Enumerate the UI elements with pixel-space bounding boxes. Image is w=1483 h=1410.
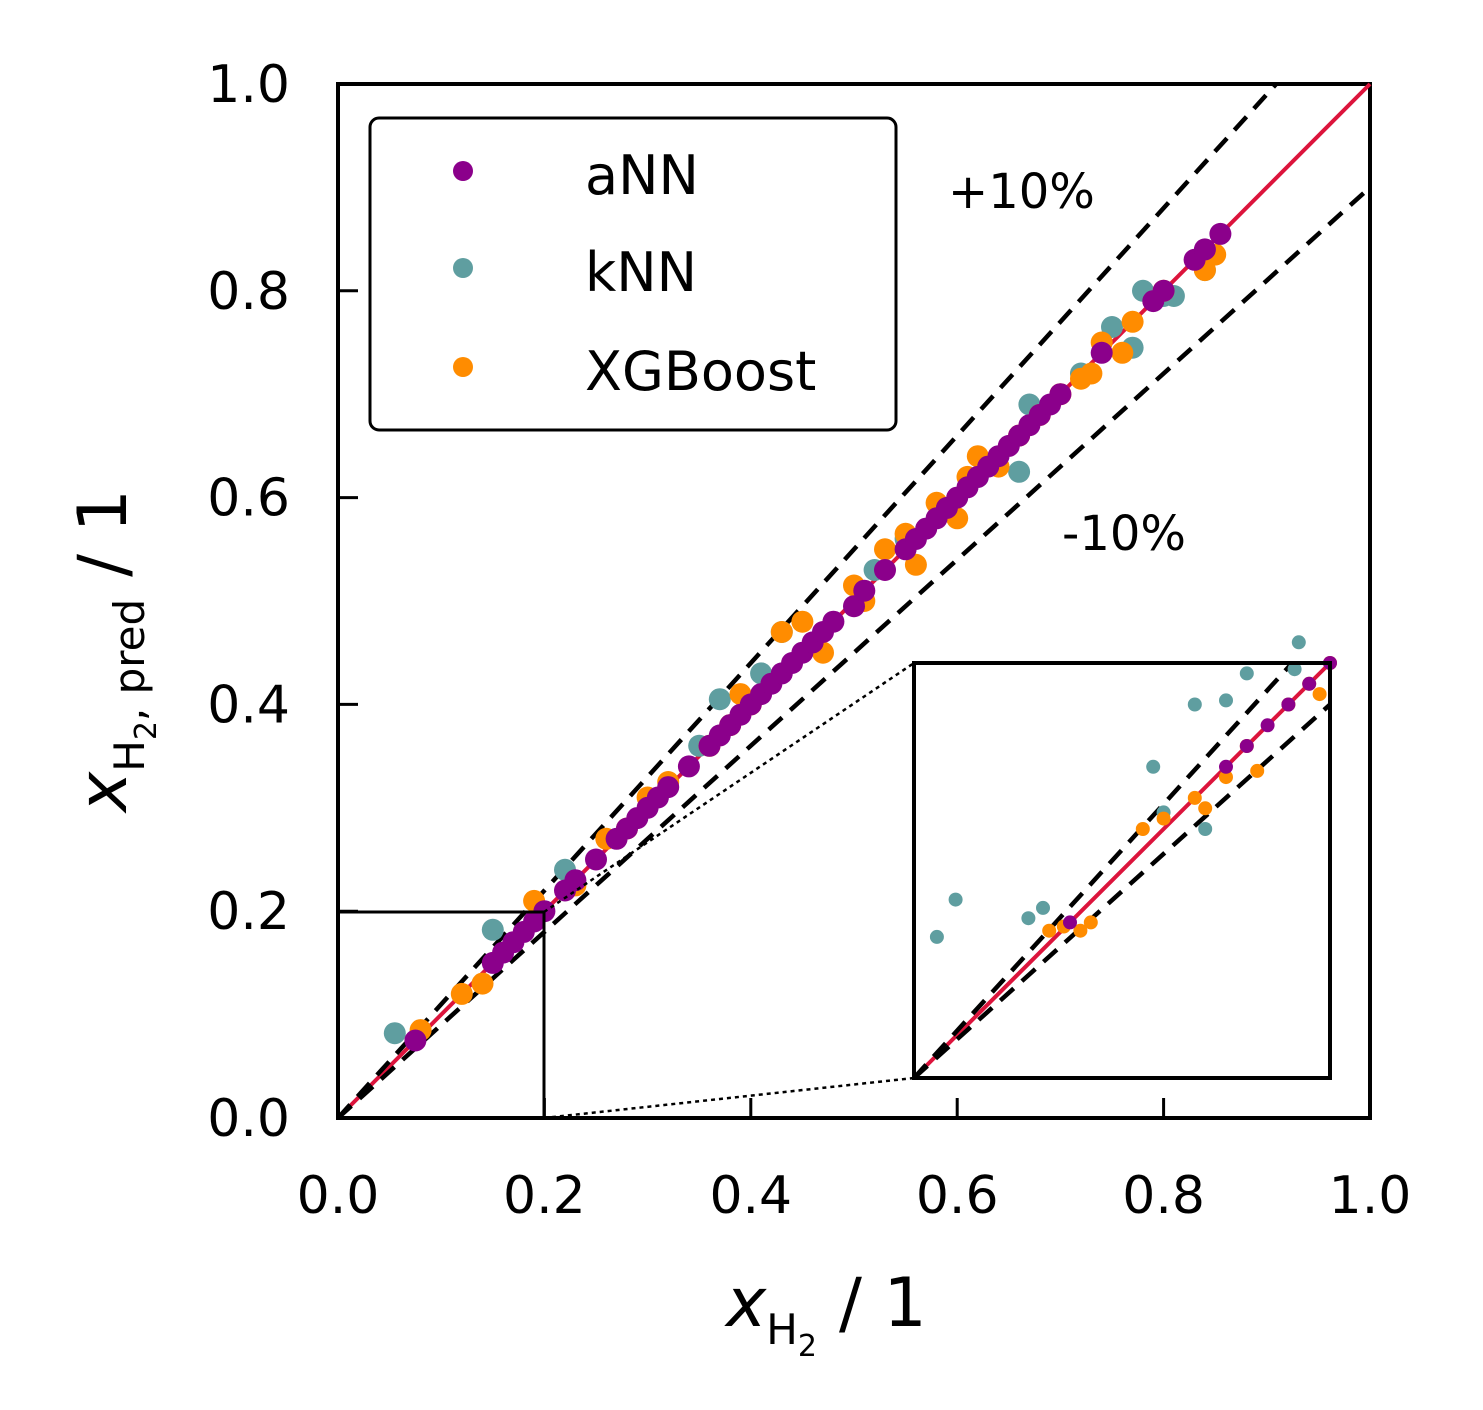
- x-tick-label: 0.8: [1122, 1166, 1205, 1226]
- inset-point-knn: [1219, 693, 1233, 708]
- point-xgboost: [450, 982, 473, 1005]
- inset-point-knn: [1287, 662, 1302, 677]
- x-tick-label: 0.0: [297, 1166, 380, 1226]
- legend-marker-xgboost: [453, 357, 473, 377]
- zoom-connector-top: [543, 661, 915, 914]
- plot-area: [336, 82, 1372, 1120]
- point-xgboost: [770, 621, 793, 643]
- legend-box: [368, 116, 898, 432]
- inset-point-xgboost: [1042, 923, 1057, 938]
- inset-point-knn: [1036, 900, 1050, 915]
- point-knn: [1101, 316, 1123, 338]
- legend-marker-ann: [453, 161, 473, 181]
- inset-point-knn: [929, 929, 944, 944]
- data-points: [383, 222, 1232, 1052]
- inset-point-ann: [1219, 759, 1233, 774]
- point-ann: [822, 610, 845, 633]
- x-tick-label: 0.4: [709, 1166, 792, 1226]
- point-xgboost: [791, 610, 814, 633]
- x-tick-label: 1.0: [1329, 1166, 1412, 1226]
- annotation-minus-10: -10%: [1062, 506, 1186, 562]
- inset-point-xgboost: [1198, 801, 1213, 816]
- inset-point-ann: [1281, 697, 1296, 712]
- point-ann: [1209, 222, 1232, 245]
- inset-point-ann: [1302, 676, 1317, 691]
- legend-label-ann: aNN: [585, 144, 699, 207]
- legend-marker-knn: [453, 258, 473, 278]
- inset-point-ann: [1063, 915, 1077, 930]
- point-ann: [404, 1029, 427, 1052]
- point-knn: [383, 1022, 406, 1045]
- y-tick-label: 0.6: [207, 469, 290, 529]
- inset-point-knn: [948, 892, 963, 907]
- y-tick-label: 0.8: [207, 262, 290, 322]
- y-tick-label: 0.0: [207, 1089, 290, 1149]
- zoom-region-box: [336, 910, 546, 1120]
- inset-point-xgboost: [1312, 687, 1327, 702]
- inset-point-ann: [1260, 718, 1275, 733]
- inset-point-ann: [1239, 739, 1254, 753]
- axis-ticks: 0.0 0.2 0.4 0.6 0.8 1.0 0.0 0.2 0.4 0.6 0.8 1.0: [207, 55, 1411, 1226]
- inset-point-xgboost: [1187, 790, 1202, 805]
- inset-point-xgboost: [1250, 763, 1265, 778]
- y-tick-label: 0.4: [207, 675, 290, 735]
- inset-frame: [912, 661, 1332, 1080]
- point-knn: [708, 688, 731, 711]
- point-xgboost: [1111, 341, 1134, 364]
- series-ann: [404, 222, 1232, 1052]
- inset-plus-10-line: [912, 661, 1294, 1080]
- point-xgboost: [471, 972, 494, 995]
- point-knn: [1008, 460, 1031, 483]
- point-ann: [1193, 238, 1216, 261]
- y-axis-label: xH2, pred/ 1: [64, 489, 164, 814]
- inset-point-xgboost: [1073, 923, 1088, 938]
- inset-point-knn: [1146, 759, 1161, 774]
- inset-point-xgboost: [1083, 915, 1098, 930]
- inset-point-xgboost: [1135, 822, 1150, 836]
- inset-point-knn: [1187, 697, 1202, 712]
- legend-label-knn: kNN: [585, 241, 697, 304]
- y-tick-label: 0.2: [207, 882, 290, 942]
- x-axis-label: xH2/ 1: [724, 1264, 927, 1364]
- point-xgboost: [1080, 362, 1103, 385]
- legend: aNN kNN XGBoost: [368, 116, 898, 432]
- plus-10-line: [336, 82, 1278, 1120]
- point-ann: [1090, 341, 1113, 364]
- point-xgboost: [1121, 310, 1144, 333]
- point-ann: [657, 776, 680, 799]
- point-ann: [843, 595, 865, 618]
- point-ann: [874, 559, 896, 581]
- point-xgboost: [904, 553, 927, 576]
- inset-point-knn: [1239, 666, 1254, 681]
- inset-point-knn: [1021, 911, 1036, 926]
- inset-content: [912, 635, 1337, 1080]
- point-ann: [853, 579, 876, 602]
- inset-series-ann: [1063, 656, 1337, 930]
- point-knn: [481, 918, 504, 941]
- point-ann: [585, 848, 607, 871]
- point-ann: [677, 755, 700, 778]
- point-xgboost: [874, 538, 896, 561]
- zoom-connector-bottom: [543, 1076, 915, 1120]
- point-ann: [1049, 383, 1072, 406]
- point-ann: [1152, 279, 1175, 302]
- x-tick-label: 0.6: [916, 1166, 999, 1226]
- inset-series-knn: [929, 635, 1306, 944]
- inset-point-knn: [1291, 635, 1306, 650]
- legend-label-xgboost: XGBoost: [585, 340, 816, 403]
- point-ann: [564, 869, 587, 892]
- x-tick-label: 0.2: [503, 1166, 586, 1226]
- y-tick-label: 1.0: [207, 55, 290, 115]
- inset-point-knn: [1198, 822, 1213, 836]
- inset-point-xgboost: [1156, 811, 1171, 826]
- annotation-plus-10: +10%: [948, 164, 1095, 220]
- inset-point-xgboost: [1219, 770, 1233, 785]
- inset-identity-line: [912, 661, 1332, 1080]
